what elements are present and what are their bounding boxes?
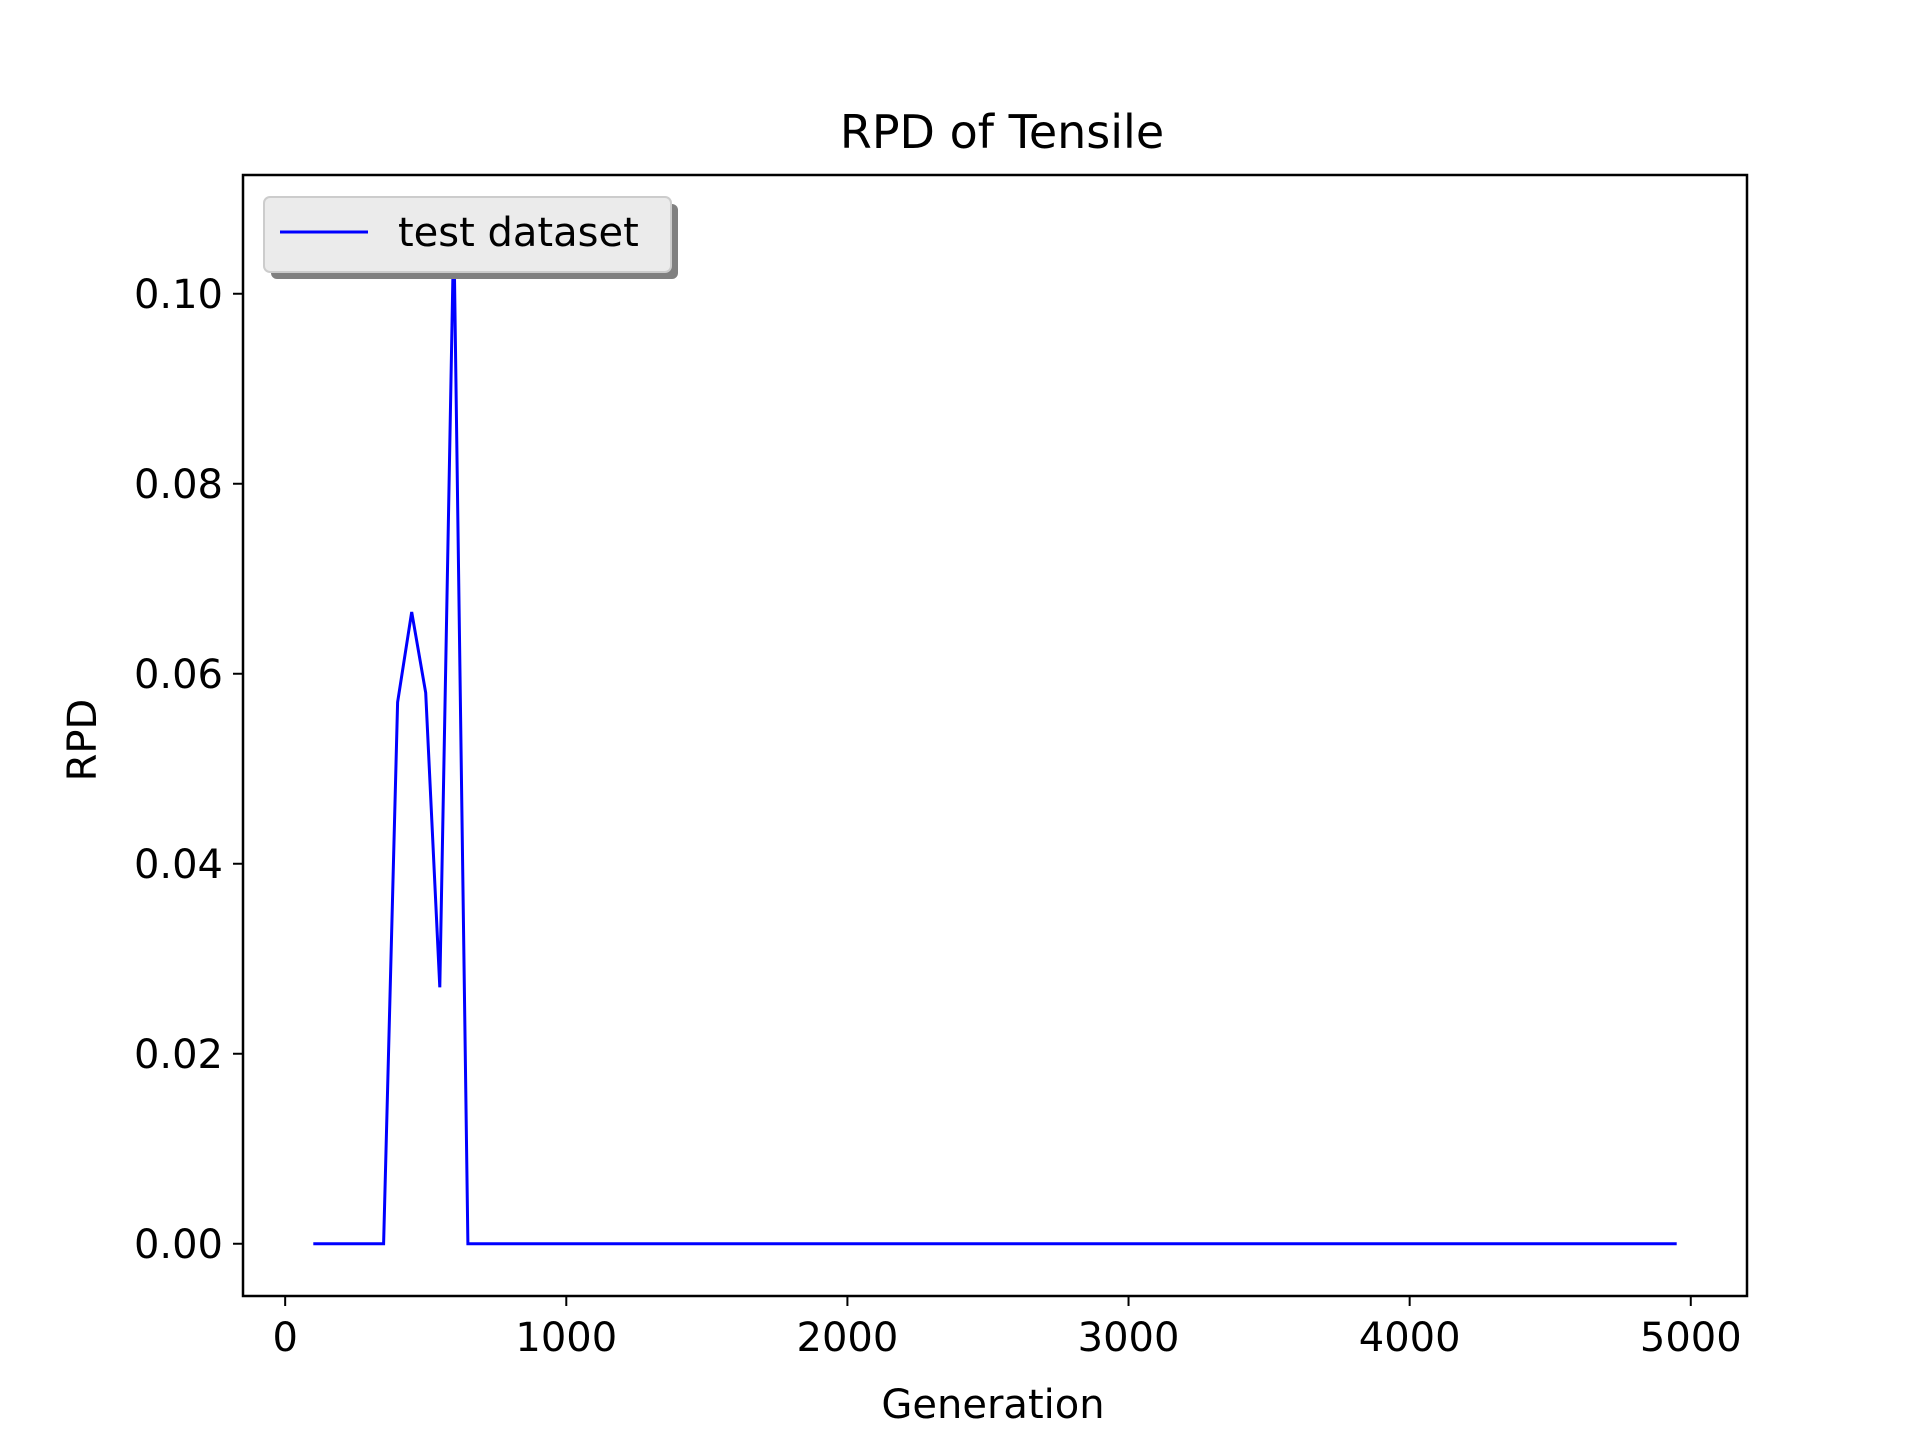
x-tick-label: 1000	[515, 1315, 617, 1361]
y-tick-label: 0.00	[134, 1222, 223, 1268]
x-tick-label: 3000	[1078, 1315, 1180, 1361]
x-tick-label: 5000	[1640, 1315, 1742, 1361]
x-tick-label: 0	[272, 1315, 297, 1361]
y-tick-label: 0.06	[134, 652, 223, 698]
x-axis-label: Generation	[881, 1382, 1104, 1428]
plot-area-frame	[241, 173, 1749, 1298]
legend-box	[263, 196, 672, 273]
legend-label: test dataset	[398, 210, 639, 256]
x-axis-ticks: 0 1000 2000 3000 4000 5000	[272, 1296, 1742, 1361]
y-tick-label: 0.02	[134, 1032, 223, 1078]
y-tick-label: 0.04	[134, 842, 223, 888]
x-tick-label: 4000	[1359, 1315, 1461, 1361]
x-tick-label: 2000	[797, 1315, 899, 1361]
series-line-0	[313, 227, 1677, 1246]
y-tick-label: 0.08	[134, 462, 223, 508]
y-axis-ticks: 0.00 0.02 0.04 0.06 0.08 0.10	[134, 272, 243, 1268]
series-layer	[313, 227, 1677, 1246]
y-axis-label: RPD	[60, 699, 106, 782]
legend: test dataset	[263, 196, 678, 279]
y-tick-label: 0.10	[134, 272, 223, 318]
chart-title: RPD of Tensile	[840, 105, 1164, 159]
